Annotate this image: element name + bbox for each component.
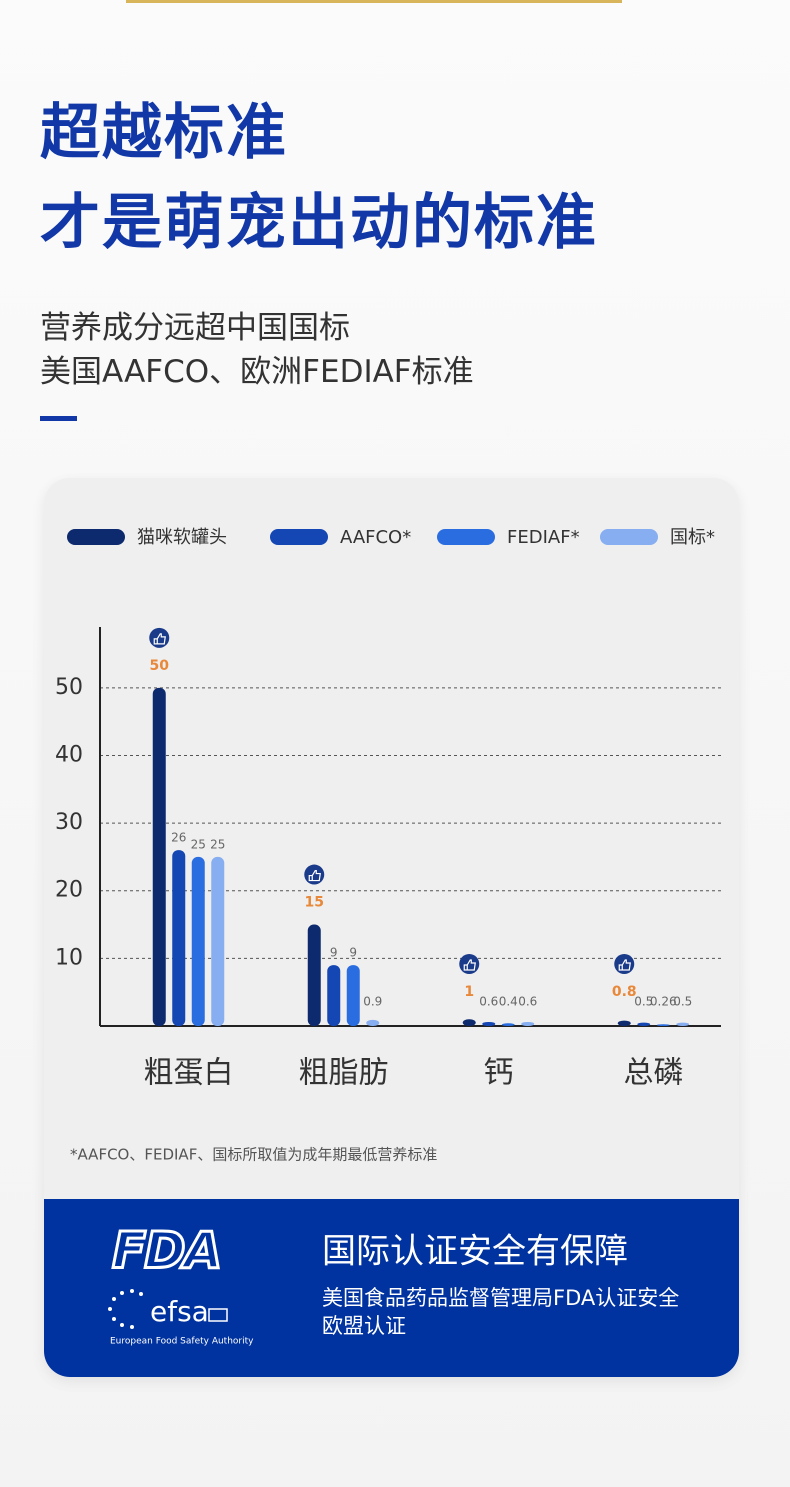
bar (462, 1019, 476, 1026)
thumb-icon (149, 627, 170, 648)
bar (346, 965, 360, 1026)
value-label: 26 (171, 831, 186, 845)
footnote: *AAFCO、FEDIAF、国标所取值为成年期最低营养标准 (70, 1146, 437, 1164)
legend-swatch (270, 529, 328, 545)
bar (327, 965, 341, 1026)
x-tick-label: 粗蛋白 (144, 1056, 234, 1091)
bar (676, 1022, 690, 1026)
value-label: 0.4 (499, 995, 518, 1009)
value-label: 0.5 (673, 995, 692, 1009)
chart-card: *AAFCO、FEDIAF、国标所取值为成年期最低营养标准 猫咪软罐头 AAFCO… (44, 478, 739, 1377)
value-label: 0.5 (634, 995, 653, 1009)
bar (366, 1019, 380, 1026)
y-tick-label: 20 (55, 878, 83, 903)
top-strip (126, 0, 622, 3)
thumb-icon (304, 864, 325, 885)
bar (211, 856, 225, 1026)
value-label: 0.8 (612, 984, 637, 1000)
y-tick-label: 30 (55, 810, 83, 835)
efsa-stars (108, 1289, 143, 1329)
certification-banner: FDA efsa European Food Safety Authority … (44, 1199, 739, 1377)
headline: 超越标准 (40, 98, 288, 168)
efsa-name: European Food Safety Authority (110, 1337, 254, 1347)
subtitle: 美国AAFCO、欧洲FEDIAF标准 (40, 354, 474, 390)
bar (307, 924, 321, 1026)
value-label: 1 (464, 984, 474, 1000)
x-tick-label: 粗脂肪 (299, 1056, 389, 1091)
bar (172, 850, 186, 1026)
x-tick-label: 总磷 (624, 1056, 684, 1091)
bar (637, 1022, 651, 1026)
bar (152, 687, 166, 1026)
thumb-icon-glyph (463, 959, 476, 971)
value-label: 0.6 (518, 995, 537, 1009)
legend-label: FEDIAF* (507, 527, 580, 548)
legend-label: 国标* (670, 527, 715, 548)
legend-swatch (67, 529, 125, 545)
bar (521, 1021, 535, 1026)
legend-swatch (437, 529, 495, 545)
x-tick-label: 钙 (484, 1056, 514, 1091)
thumb-icon-glyph (308, 869, 321, 882)
banner-text: 美国食品药品监督管理局FDA认证安全 (322, 1286, 679, 1310)
y-tick-label: 40 (55, 742, 83, 767)
banner-title: 国际认证安全有保障 (322, 1232, 628, 1272)
value-label: 15 (305, 895, 324, 911)
legend-swatch (600, 529, 658, 545)
y-tick-label: 10 (55, 945, 83, 970)
thumb-icon (614, 954, 635, 974)
bar (617, 1020, 631, 1026)
bar (501, 1023, 515, 1026)
thumb-icon-glyph (618, 959, 631, 971)
bar (482, 1021, 496, 1026)
bar (656, 1024, 670, 1026)
legend-label: 猫咪软罐头 (137, 527, 227, 548)
value-label: 9 (349, 946, 357, 960)
value-label: 25 (210, 837, 225, 851)
y-tick-label: 50 (55, 675, 83, 700)
value-label: 0.9 (363, 995, 382, 1009)
banner-text: 欧盟认证 (322, 1314, 406, 1338)
divider (40, 416, 77, 421)
chart: *AAFCO、FEDIAF、国标所取值为成年期最低营养标准 猫咪软罐头 AAFCO… (55, 527, 721, 1164)
value-label: 0.26 (650, 995, 677, 1009)
bar (191, 856, 205, 1026)
eu-flag (208, 1308, 228, 1322)
value-label: 50 (150, 658, 170, 674)
value-label: 9 (330, 946, 338, 960)
thumb-icon-glyph (153, 633, 166, 645)
value-label: 25 (191, 837, 206, 851)
fda-logo: FDA (112, 1222, 220, 1280)
efsa-logo: efsa (150, 1295, 209, 1328)
value-label: 0.6 (479, 995, 498, 1009)
banner-graphics: FDA efsa European Food Safety Authority … (108, 1220, 679, 1347)
subtitle: 营养成分远超中国国标 (40, 310, 350, 346)
headline: 才是萌宠出动的标准 (40, 188, 598, 258)
thumb-icon (459, 954, 480, 974)
legend-label: AAFCO* (340, 527, 411, 548)
